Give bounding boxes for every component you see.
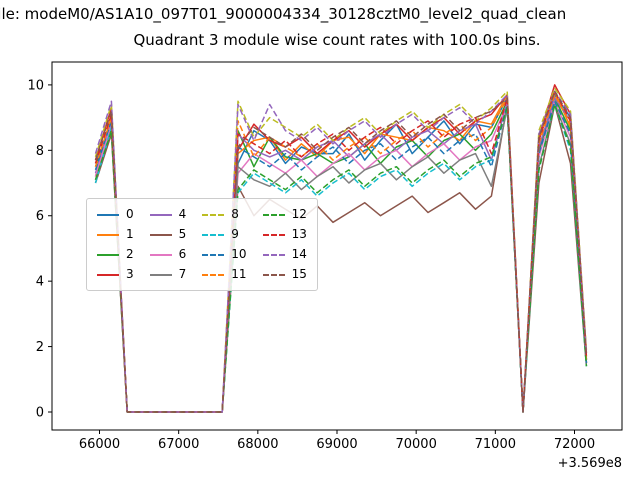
legend: 0 1 2 3 4 5 6 7 8 9 10 11 12 13 14 15 <box>86 198 318 291</box>
legend-item-2: 2 <box>97 245 134 264</box>
legend-item-12: 12 <box>262 205 307 224</box>
x-tick-label: 68000 <box>237 437 278 452</box>
legend-label: 5 <box>178 227 187 241</box>
legend-label: 13 <box>291 227 307 241</box>
legend-line-sample-7 <box>149 273 172 276</box>
legend-item-11: 11 <box>202 265 247 284</box>
legend-label: 1 <box>126 227 134 241</box>
legend-line-sample-10 <box>202 253 225 256</box>
y-tick-label: 10 <box>27 78 44 93</box>
legend-line-sample-0 <box>97 213 119 216</box>
legend-item-10: 10 <box>202 245 247 264</box>
y-tick-label: 8 <box>36 144 44 159</box>
legend-line-sample-3 <box>97 273 119 276</box>
x-offset-label: +3.569e8 <box>558 456 622 471</box>
legend-line-sample-6 <box>149 253 172 256</box>
legend-label: 0 <box>126 207 134 221</box>
legend-line-sample-1 <box>97 233 119 236</box>
legend-line-sample-4 <box>149 213 172 216</box>
legend-label: 8 <box>231 207 239 221</box>
chart-title: Quadrant 3 module wise count rates with … <box>133 31 541 49</box>
legend-item-15: 15 <box>262 265 307 284</box>
legend-label: 15 <box>291 267 307 281</box>
legend-item-6: 6 <box>149 245 187 264</box>
series-line-15 <box>94 90 588 413</box>
legend-item-7: 7 <box>149 265 187 284</box>
legend-label: 9 <box>231 227 239 241</box>
y-tick-label: 2 <box>36 340 44 355</box>
legend-line-sample-8 <box>202 213 225 216</box>
x-tick-label: 67000 <box>158 437 199 452</box>
legend-item-4: 4 <box>149 205 187 224</box>
legend-line-sample-11 <box>202 273 225 276</box>
legend-item-8: 8 <box>202 205 246 224</box>
series-line-14 <box>94 90 588 413</box>
x-tick-label: 69000 <box>316 437 357 452</box>
legend-line-sample-12 <box>262 213 285 216</box>
legend-label: 14 <box>291 247 307 261</box>
legend-label: 7 <box>178 267 187 281</box>
x-tick-label: 70000 <box>395 437 436 452</box>
x-tick-label: 66000 <box>79 437 120 452</box>
legend-label: 12 <box>291 207 307 221</box>
legend-label: 11 <box>231 267 247 281</box>
legend-item-1: 1 <box>97 225 134 244</box>
legend-item-9: 9 <box>202 225 246 244</box>
legend-line-sample-14 <box>262 253 285 256</box>
legend-line-sample-13 <box>262 233 285 236</box>
y-tick-label: 4 <box>36 275 44 290</box>
y-tick-label: 6 <box>36 209 44 224</box>
legend-label: 2 <box>126 247 134 261</box>
legend-label: 3 <box>126 267 134 281</box>
legend-item-14: 14 <box>262 245 307 264</box>
legend-line-sample-5 <box>149 233 172 236</box>
legend-label: 6 <box>178 247 187 261</box>
y-tick-label: 0 <box>36 406 44 421</box>
legend-label: 4 <box>178 207 187 221</box>
x-tick-label: 71000 <box>475 437 516 452</box>
legend-item-5: 5 <box>149 225 187 244</box>
file-path-line: file: modeM0/AS1A10_097T01_9000004334_30… <box>0 5 567 23</box>
legend-line-sample-9 <box>202 233 225 236</box>
legend-line-sample-15 <box>262 273 285 276</box>
series-line-8 <box>94 87 588 413</box>
legend-line-sample-2 <box>97 253 119 256</box>
legend-item-3: 3 <box>97 265 134 284</box>
x-tick-label: 72000 <box>554 437 595 452</box>
legend-label: 10 <box>231 247 247 261</box>
legend-item-0: 0 <box>97 205 134 224</box>
legend-item-13: 13 <box>262 225 307 244</box>
